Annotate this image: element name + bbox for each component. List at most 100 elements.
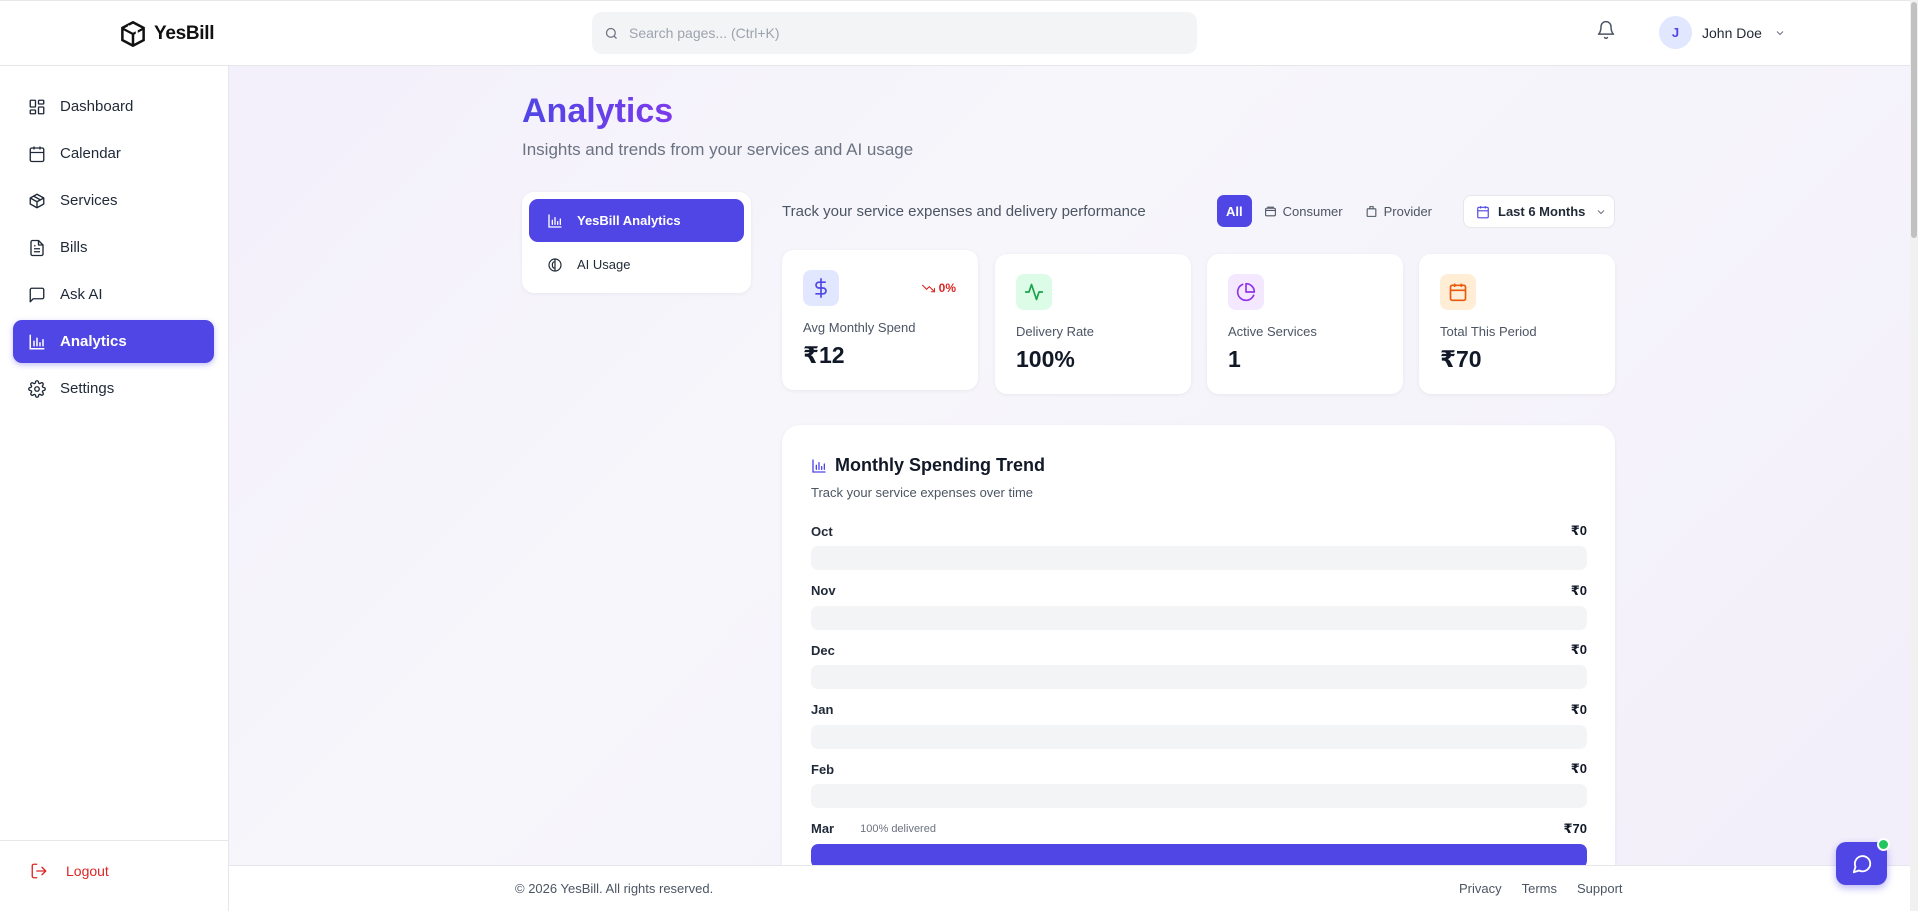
filter-label: Provider	[1383, 203, 1433, 219]
bar-track	[811, 605, 1587, 630]
user-menu[interactable]: J John Doe	[1659, 16, 1786, 49]
stat-icon-wrap	[803, 270, 839, 306]
row-month: Nov	[811, 583, 836, 598]
calendar-icon	[29, 146, 45, 162]
trend-indicator: 0%	[921, 281, 956, 295]
sidebar-item-label: Bills	[60, 239, 88, 256]
sidebar-nav: Dashboard Calendar Services Bills Ask AI…	[13, 85, 214, 414]
filter-provider-button[interactable]: Provider	[1355, 195, 1442, 227]
sidebar-footer: Logout	[0, 840, 229, 911]
bar-fill	[811, 843, 1587, 865]
sidebar: Dashboard Calendar Services Bills Ask AI…	[0, 66, 229, 911]
sidebar-item-settings[interactable]: Settings	[13, 367, 214, 410]
filter-label: All	[1226, 203, 1243, 219]
logout-label: Logout	[66, 863, 109, 879]
stat-icon-wrap	[1016, 274, 1052, 310]
sidebar-item-dashboard[interactable]: Dashboard	[13, 85, 214, 128]
sidebar-item-calendar[interactable]: Calendar	[13, 132, 214, 175]
wallet-icon	[1264, 206, 1276, 216]
building-icon	[1366, 205, 1376, 217]
row-month-wrap: Feb	[811, 762, 834, 777]
tab-label: AI Usage	[577, 257, 631, 272]
row-header: Oct ₹0	[811, 522, 1587, 540]
tab-label: YesBill Analytics	[577, 213, 681, 228]
search-box[interactable]	[592, 12, 1197, 54]
pie-chart-icon	[1236, 282, 1256, 302]
sidebar-item-label: Ask AI	[60, 286, 103, 303]
sidebar-item-label: Services	[60, 192, 118, 209]
top-header: YesBill J John Doe	[0, 0, 1910, 66]
user-name: John Doe	[1702, 24, 1762, 41]
message-icon	[29, 287, 45, 302]
trend-row: Mar 100% delivered ₹70	[811, 820, 1587, 865]
footer-link-terms[interactable]: Terms	[1521, 881, 1558, 896]
chevron-down-icon	[1598, 209, 1605, 214]
sidebar-item-label: Settings	[60, 380, 115, 397]
bell-icon[interactable]	[1596, 20, 1616, 40]
stat-card-avg-monthly-spend: 0% Avg Monthly Spend ₹12	[782, 250, 978, 390]
tab-ai-usage[interactable]: AI Usage	[529, 243, 744, 286]
avatar: J	[1659, 16, 1692, 49]
scrollbar-thumb[interactable]	[1911, 2, 1917, 238]
row-amount: ₹0	[1570, 523, 1587, 538]
page-footer: © 2026 YesBill. All rights reserved. Pri…	[229, 865, 1910, 911]
logout-button[interactable]: Logout	[30, 862, 109, 880]
chat-bubble-icon	[1852, 854, 1871, 873]
chat-button[interactable]	[1836, 838, 1890, 885]
footer-link-privacy[interactable]: Privacy	[1459, 881, 1502, 896]
brand-logo[interactable]: YesBill	[118, 19, 215, 49]
stat-value: 100%	[1016, 346, 1075, 372]
row-month: Oct	[811, 523, 833, 539]
page-title: Analytics	[522, 92, 674, 130]
trending-down-icon	[921, 284, 935, 292]
row-header: Jan ₹0	[811, 701, 1587, 719]
trend-row: Jan ₹0	[811, 701, 1587, 749]
card-title: Monthly Spending Trend	[835, 455, 1045, 475]
trend-row: Feb ₹0	[811, 760, 1587, 808]
row-month-wrap: Nov	[811, 583, 836, 598]
stat-label: Delivery Rate	[1016, 324, 1095, 339]
brand-name: YesBill	[154, 23, 215, 44]
bar-track	[811, 843, 1587, 865]
row-month-wrap: Jan	[811, 702, 833, 717]
sidebar-item-label: Calendar	[60, 145, 121, 162]
row-month: Feb	[811, 761, 835, 777]
tab-yesbill-analytics[interactable]: YesBill Analytics	[529, 199, 744, 242]
row-amount: ₹0	[1570, 761, 1587, 776]
row-amount: ₹70	[1563, 820, 1587, 836]
gear-icon	[28, 379, 46, 398]
role-filter: All Consumer Provider	[1217, 195, 1442, 227]
box-icon	[29, 193, 45, 208]
row-amount: ₹0	[1570, 642, 1587, 657]
online-indicator	[1877, 838, 1890, 851]
stat-card-total-this-period: Total This Period ₹70	[1419, 254, 1615, 394]
activity-icon	[1024, 283, 1044, 301]
stat-label: Avg Monthly Spend	[803, 320, 916, 335]
main-content: Analytics Insights and trends from your …	[229, 66, 1910, 865]
filter-description: Track your service expenses and delivery…	[782, 203, 1146, 220]
row-month: Mar	[811, 821, 835, 836]
bar-track	[811, 784, 1587, 808]
bar-track	[811, 665, 1587, 689]
page-scrollbar[interactable]	[1910, 0, 1918, 911]
sidebar-item-services[interactable]: Services	[13, 179, 214, 222]
card-header: Monthly Spending Trend	[811, 455, 1045, 476]
logout-icon	[31, 863, 47, 879]
calendar-icon	[1449, 283, 1467, 302]
row-header: Nov ₹0	[811, 582, 1587, 600]
stat-label: Active Services	[1228, 324, 1317, 339]
sidebar-item-ask-ai[interactable]: Ask AI	[13, 273, 214, 316]
footer-link-support[interactable]: Support	[1577, 881, 1623, 896]
filter-consumer-button[interactable]: Consumer	[1254, 195, 1353, 227]
sidebar-item-bills[interactable]: Bills	[13, 226, 214, 269]
bar-chart-icon	[548, 213, 562, 228]
search-input[interactable]	[629, 25, 1169, 41]
row-amount: ₹0	[1570, 582, 1587, 598]
bar-chart-icon	[29, 334, 45, 349]
sidebar-item-analytics[interactable]: Analytics	[13, 320, 214, 363]
chevron-down-icon	[1776, 30, 1784, 35]
filter-all-button[interactable]: All	[1217, 195, 1252, 227]
analytics-tabs: YesBill Analytics AI Usage	[522, 192, 751, 293]
dashboard-icon	[29, 99, 45, 114]
period-select[interactable]: Last 6 Months	[1463, 195, 1615, 228]
